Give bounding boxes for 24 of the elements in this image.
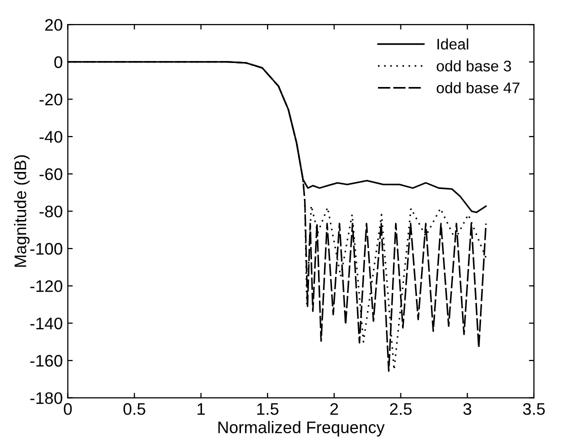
y-tick-label: -20 (40, 94, 62, 106)
legend-label: Ideal (437, 38, 468, 50)
x-tick-label: 3.5 (522, 403, 545, 415)
y-axis-title: Magnitude (dB) (14, 155, 30, 267)
y-tick-label: 20 (45, 18, 62, 31)
y-tick-label: 0 (54, 56, 62, 68)
y-tick-label: -120 (30, 280, 62, 292)
x-tick-label: 0 (64, 403, 72, 415)
x-tick-label: 1 (198, 403, 205, 415)
y-tick-label: -100 (30, 242, 62, 255)
x-axis-title: Normalized Frequency (218, 421, 385, 437)
y-tick-label: -80 (40, 206, 62, 218)
x-tick-label: 3 (463, 403, 472, 415)
y-tick-label: -180 (30, 392, 62, 404)
y-tick-label: -60 (40, 168, 62, 180)
legend-label: odd base 47 (436, 82, 520, 94)
x-tick-label: 2 (330, 403, 338, 415)
y-tick-label: -40 (40, 130, 62, 143)
legend-label: odd base 3 (436, 60, 512, 72)
x-tick-label: 2.5 (390, 403, 412, 415)
y-tick-label: -140 (30, 318, 62, 330)
x-tick-label: 0.5 (123, 403, 146, 415)
x-tick-label: 1.5 (257, 403, 278, 415)
y-tick-label: -160 (30, 354, 62, 367)
